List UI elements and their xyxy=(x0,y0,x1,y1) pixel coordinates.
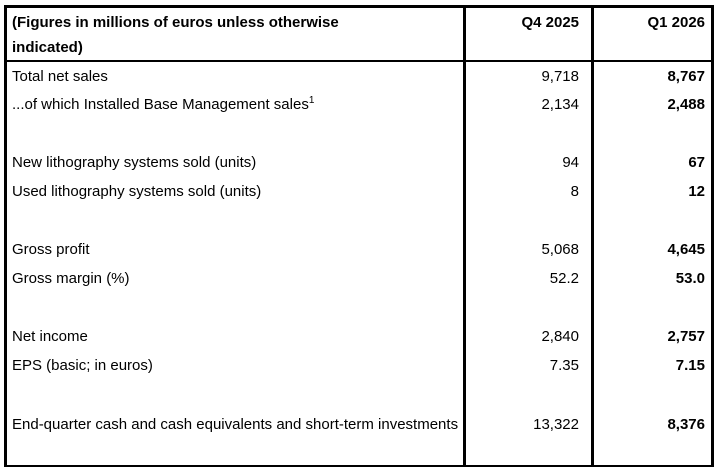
q1-value-cell: 4,645 xyxy=(591,235,713,264)
row-label-cell: Gross profit xyxy=(12,241,90,258)
empty-cell xyxy=(463,293,593,322)
q4-value-cell: 2,134 xyxy=(463,90,593,119)
q4-value-cell: 13,322 xyxy=(463,409,593,466)
q4-value-cell: 52.2 xyxy=(463,264,593,293)
q1-value-cell: 2,757 xyxy=(591,322,713,351)
table-row-new-systems: New lithography systems sold (units) 94 … xyxy=(6,148,713,177)
quarterly-results-table: (Figures in millions of euros unless oth… xyxy=(4,5,714,467)
figures-note-line1: (Figures in millions of euros unless oth… xyxy=(12,14,339,31)
empty-cell xyxy=(6,293,465,322)
q4-value-cell: 8 xyxy=(463,177,593,206)
q4-2025-column-header: Q4 2025 xyxy=(463,6,593,62)
empty-cell xyxy=(591,380,713,409)
row-label-cell: Gross margin (%) xyxy=(12,270,130,287)
footnote-marker: 1 xyxy=(308,95,315,106)
empty-cell xyxy=(6,380,465,409)
spacer-row xyxy=(6,206,713,235)
q1-2026-column-header: Q1 2026 xyxy=(591,6,713,62)
table-header-row: (Figures in millions of euros unless oth… xyxy=(5,6,713,62)
table-row-installed-base-sales: ...of which Installed Base Management sa… xyxy=(6,90,713,119)
empty-cell xyxy=(591,119,713,148)
row-label-cell: Net income xyxy=(12,328,88,345)
figures-note-line2: indicated) xyxy=(12,39,83,56)
empty-cell xyxy=(463,206,593,235)
q1-value-cell: 8,767 xyxy=(591,61,713,90)
table-row-gross-profit: Gross profit 5,068 4,645 xyxy=(6,235,713,264)
row-label-cell: ...of which Installed Base Management sa… xyxy=(6,90,465,119)
table-row-end-quarter-cash: End-quarter cash and cash equivalents an… xyxy=(6,409,713,466)
q1-value-cell: 67 xyxy=(591,148,713,177)
figures-note-header-cell: (Figures in millions of euros unless oth… xyxy=(5,6,465,62)
empty-cell xyxy=(6,119,465,148)
q4-value-cell: 2,840 xyxy=(463,322,593,351)
table-row-eps: EPS (basic; in euros) 7.35 7.15 xyxy=(6,351,713,380)
q1-value-cell: 12 xyxy=(591,177,713,206)
table-row-total-net-sales: Total net sales 9,718 8,767 xyxy=(6,61,713,90)
empty-cell xyxy=(463,380,593,409)
q4-value-cell: 94 xyxy=(463,148,593,177)
q4-value-cell: 9,718 xyxy=(463,61,593,90)
empty-cell xyxy=(6,206,465,235)
empty-cell xyxy=(591,293,713,322)
row-label-cell: Used lithography systems sold (units) xyxy=(12,183,262,200)
q1-value-cell: 7.15 xyxy=(591,351,713,380)
q1-value-cell: 53.0 xyxy=(591,264,713,293)
spacer-row xyxy=(6,293,713,322)
empty-cell xyxy=(591,206,713,235)
row-label-cell: New lithography systems sold (units) xyxy=(12,154,257,171)
spacer-row xyxy=(6,119,713,148)
empty-cell xyxy=(463,119,593,148)
q1-value-cell: 8,376 xyxy=(591,409,713,466)
row-label-cell: EPS (basic; in euros) xyxy=(12,357,153,374)
row-label-cell: End-quarter cash and cash equivalents an… xyxy=(12,416,459,433)
spacer-row xyxy=(6,380,713,409)
q4-value-cell: 5,068 xyxy=(463,235,593,264)
row-label: ...of which Installed Base Management sa… xyxy=(12,96,309,113)
table-row-gross-margin: Gross margin (%) 52.2 53.0 xyxy=(6,264,713,293)
table-row-net-income: Net income 2,840 2,757 xyxy=(6,322,713,351)
table-row-used-systems: Used lithography systems sold (units) 8 … xyxy=(6,177,713,206)
q1-value-cell: 2,488 xyxy=(591,90,713,119)
row-label-cell: Total net sales xyxy=(12,67,108,85)
q4-value-cell: 7.35 xyxy=(463,351,593,380)
